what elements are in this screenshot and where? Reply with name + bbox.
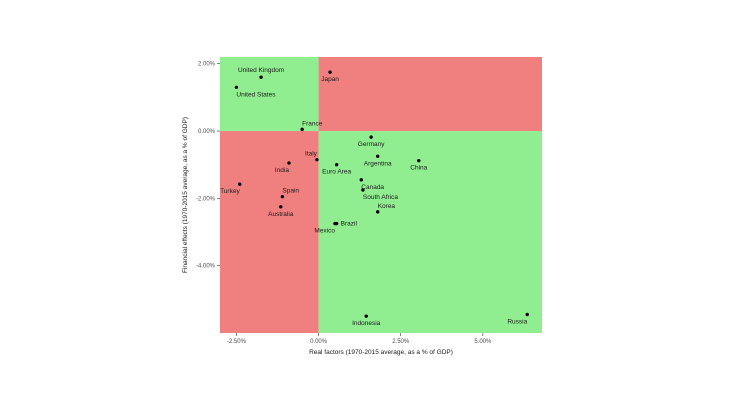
quadrant-top-right <box>318 57 542 132</box>
data-point-label: China <box>410 165 427 172</box>
x-tick-label: -2.50% <box>227 339 247 345</box>
data-point <box>279 205 283 209</box>
data-point <box>369 135 373 139</box>
quadrant-top-left <box>220 57 319 132</box>
data-point <box>417 158 421 163</box>
data-point <box>361 188 365 192</box>
data-point-label: United States <box>236 91 276 98</box>
data-point-label: Italy <box>305 151 318 158</box>
y-tick-label: -4.00% <box>196 264 216 270</box>
data-point <box>259 75 263 79</box>
data-point <box>315 157 319 162</box>
data-points <box>234 70 529 318</box>
data-point-label: United Kingdom <box>238 67 284 74</box>
x-tick-label: 0.00% <box>310 339 328 345</box>
data-point-label: Argentina <box>364 160 392 167</box>
data-point <box>333 221 337 226</box>
data-point-label: Spain <box>282 188 299 195</box>
data-point <box>287 161 291 165</box>
data-point-label: Russia <box>507 318 527 325</box>
data-point <box>334 163 339 167</box>
data-point-label: Germany <box>358 141 385 148</box>
axis-ticks: -2.50% 0.00% 2.50% 5.00% 2.00% 0.00% -2.00% -4.… <box>196 62 492 345</box>
quadrant-bottom-right <box>318 131 542 333</box>
data-point-label: Korea <box>378 203 396 210</box>
data-point <box>364 314 368 318</box>
data-point <box>376 210 380 214</box>
plot-area <box>220 57 542 333</box>
data-labels: United Kingdom United States Japan France Ge… <box>220 67 528 327</box>
data-point-label: Japan <box>321 76 339 83</box>
data-point-label: Australia <box>268 211 294 218</box>
data-point-label: Canada <box>361 184 384 191</box>
data-point <box>525 312 529 317</box>
data-point-label: India <box>275 167 289 174</box>
data-point <box>234 85 239 89</box>
quadrant-bottom-left <box>220 131 319 333</box>
x-tick-label: 5.00% <box>474 339 492 345</box>
y-axis-title: Financial effects (1970-2015 average, as… <box>182 117 189 273</box>
y-tick-label: 0.00% <box>198 129 216 135</box>
x-tick-label: 2.50% <box>392 339 410 345</box>
data-point-label: Brazil <box>341 221 358 228</box>
data-point-label: Euro Area <box>322 169 351 176</box>
data-point-label: Turkey <box>220 188 240 195</box>
data-point <box>280 194 285 199</box>
data-point <box>359 178 363 182</box>
data-point-label: South Africa <box>363 194 398 201</box>
data-point <box>376 154 380 158</box>
data-point <box>328 70 332 74</box>
data-point-label: Mexico <box>314 228 335 235</box>
data-point-label: Indonesia <box>352 320 381 327</box>
x-axis-title: Real factors (1970-2015 average, as a % … <box>309 349 453 356</box>
y-tick-label: 2.00% <box>198 62 216 68</box>
data-point <box>238 182 242 186</box>
y-tick-label: -2.00% <box>196 196 216 202</box>
data-point <box>300 127 304 132</box>
data-point-label: France <box>302 120 323 127</box>
